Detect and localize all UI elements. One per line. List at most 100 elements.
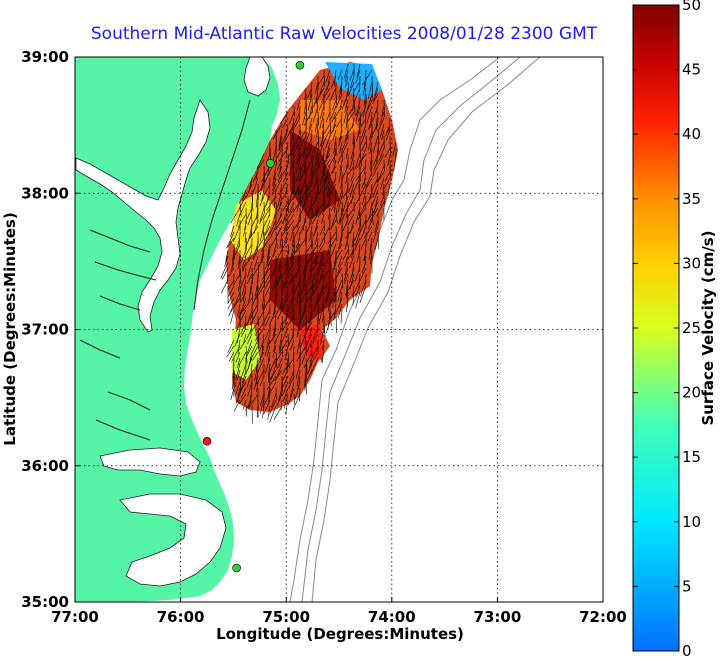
plot-area [75, 57, 603, 602]
velocity-arrow [337, 153, 343, 164]
velocity-arrow [377, 153, 385, 166]
velocity-arrow [273, 327, 283, 344]
velocity-arrow [279, 207, 283, 218]
velocity-arrow [296, 153, 301, 165]
velocity-arrow [356, 129, 361, 142]
velocity-arrow [296, 159, 301, 172]
velocity-arrow [305, 147, 313, 160]
velocity-arrow [359, 183, 367, 197]
velocity-arrow [337, 303, 343, 319]
velocity-arrow [274, 177, 283, 193]
velocity-arrow [302, 195, 307, 208]
velocity-arrow [290, 381, 295, 397]
velocity-arrow [292, 225, 301, 242]
velocity-arrow [321, 201, 331, 215]
velocity-arrow [273, 189, 277, 208]
velocity-arrow [319, 111, 325, 130]
velocity-arrow [264, 309, 271, 322]
velocity-arrow [355, 105, 361, 122]
velocity-arrow [330, 237, 337, 247]
velocity-arrow [271, 393, 277, 408]
velocity-arrow [284, 309, 289, 325]
velocity-arrow [310, 129, 313, 142]
velocity-arrow [344, 261, 349, 276]
velocity-arrow [290, 267, 301, 284]
y-tick-label: 35:00 [21, 593, 69, 611]
velocity-arrow [323, 255, 331, 267]
velocity-arrow [256, 405, 259, 418]
velocity-arrow [277, 309, 283, 320]
velocity-arrow [368, 189, 373, 202]
velocity-arrow [302, 213, 307, 231]
velocity-arrow [259, 195, 265, 207]
velocity-arrow [364, 213, 373, 225]
water-river-3 [99, 295, 141, 311]
velocity-arrow [338, 165, 343, 183]
velocity-arrow [377, 231, 380, 250]
velocity-arrow [360, 225, 367, 240]
velocity-arrow [246, 207, 253, 219]
velocity-arrow [327, 165, 337, 180]
velocity-arrow [361, 177, 367, 189]
velocity-arrow [245, 345, 248, 364]
velocity-arrow [298, 297, 301, 314]
velocity-arrow [314, 189, 319, 202]
velocity-arrow [341, 207, 349, 221]
velocity-arrow [263, 183, 271, 196]
velocity-arrow [242, 369, 247, 383]
colorbar-tick-label: 5 [682, 577, 692, 595]
velocity-arrow [373, 87, 379, 101]
velocity-arrow [278, 135, 283, 152]
velocity-arrow [245, 405, 248, 417]
velocity-arrow [324, 171, 331, 184]
velocity-arrow [235, 381, 241, 395]
velocity-arrow [263, 297, 265, 310]
velocity-arrow [334, 171, 337, 183]
velocity-arrow [266, 345, 271, 358]
velocity-arrow [290, 339, 295, 351]
velocity-arrow [239, 339, 247, 351]
velocity-arrow [299, 189, 302, 208]
velocity-arrow [293, 237, 295, 255]
velocity-arrow [384, 171, 391, 182]
velocity-arrow [349, 255, 355, 269]
colorbar [632, 4, 680, 652]
velocity-arrow [241, 189, 247, 201]
velocity-arrow [273, 405, 283, 420]
radar-stations [202, 60, 305, 573]
velocity-arrow [393, 153, 397, 172]
velocity-arrow [308, 297, 313, 309]
velocity-arrow [361, 141, 367, 152]
velocity-arrow [254, 375, 259, 390]
velocity-arrow [302, 261, 307, 276]
velocity-arrow [309, 267, 313, 279]
velocity-arrow [317, 207, 325, 218]
velocity-arrow [369, 237, 373, 251]
velocity-arrow [282, 363, 289, 375]
velocity-arrow [250, 267, 259, 279]
velocity-arrow [282, 375, 289, 387]
velocity-arrow [263, 399, 271, 415]
velocity-arrow [355, 291, 361, 309]
velocity-arrow [379, 111, 385, 125]
velocity-arrow [249, 279, 253, 295]
velocity-arrow [276, 273, 283, 286]
velocity-arrow [296, 369, 301, 388]
velocity-arrow [323, 321, 326, 337]
velocity-arrow [305, 219, 313, 235]
velocity-arrow [309, 345, 319, 362]
velocity-arrow [314, 147, 319, 165]
velocity-arrow [268, 363, 271, 378]
velocity-arrow [239, 297, 247, 315]
x-tick-label: 74:00 [368, 608, 416, 626]
velocity-arrow [241, 279, 247, 296]
velocity-arrow [374, 81, 379, 96]
velocity-arrow [259, 213, 265, 225]
velocity-arrow [317, 111, 319, 125]
velocity-arrow [369, 141, 373, 155]
velocity-arrow [247, 249, 253, 262]
velocity-arrow [308, 117, 313, 130]
velocity-arrow [339, 231, 343, 244]
x-axis-label: Longitude (Degrees:Minutes) [216, 625, 464, 643]
velocity-arrow [362, 69, 373, 86]
